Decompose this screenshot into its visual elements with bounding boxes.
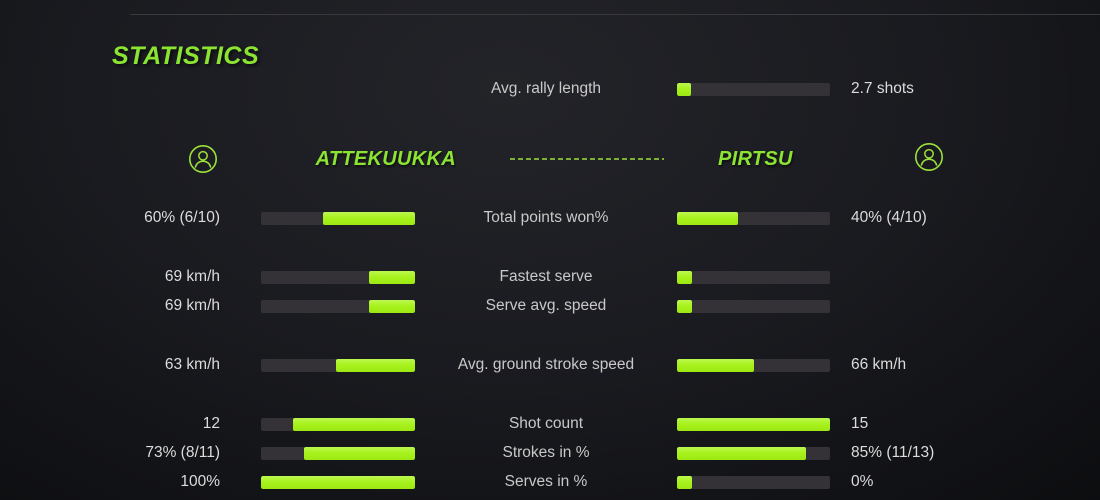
stat-right-bar: [677, 299, 830, 313]
player-left-name: ATTEKUUKKA: [315, 147, 456, 170]
stat-right-value: 66 km/h: [851, 356, 907, 373]
stat-left-value: 100%: [180, 473, 220, 490]
stat-left-value: 63 km/h: [164, 356, 220, 373]
avg-rally-length-value: 2.7 shots: [851, 80, 914, 97]
stat-row-avg-ground-stroke-speed: 63 km/h Avg. ground stroke speed 66 km/h: [0, 350, 1100, 380]
stat-label: Serve avg. speed: [485, 297, 607, 314]
stat-label: Total points won%: [483, 209, 609, 226]
stat-right-bar-fill: [677, 299, 693, 313]
page-title: STATISTICS: [112, 42, 260, 70]
stat-label: Shot count: [508, 415, 584, 432]
player-left-avatar-icon[interactable]: [188, 144, 218, 174]
stat-left-value: 69 km/h: [164, 297, 220, 314]
stat-label: Fastest serve: [499, 268, 593, 285]
stat-row-shot-count: 12 Shot count 15: [0, 409, 1100, 439]
stat-left-bar: [261, 299, 415, 313]
stat-right-bar: [677, 358, 830, 372]
stat-right-value: 85% (11/13): [851, 444, 935, 461]
stat-right-bar: [677, 417, 830, 431]
avg-rally-length-bar-fill: [677, 82, 691, 96]
avg-rally-length-label: Avg. rally length: [491, 80, 601, 97]
stat-row-serve-avg-speed: 69 km/h Serve avg. speed: [0, 291, 1100, 321]
stat-left-bar-fill: [368, 270, 415, 284]
top-divider-line: [130, 14, 1100, 15]
stat-left-bar-fill: [368, 299, 415, 313]
stat-left-bar: [261, 270, 415, 284]
stat-row-serves-in-pct: 100% Serves in % 0%: [0, 467, 1100, 497]
stat-left-value: 60% (6/10): [144, 209, 220, 226]
stat-left-bar: [261, 446, 415, 460]
player-right-name: PIRTSU: [718, 147, 793, 170]
stat-left-value: 69 km/h: [164, 268, 220, 285]
stat-left-bar-fill: [322, 211, 415, 225]
avg-rally-length-bar: [677, 82, 830, 96]
players-row: ATTEKUUKKA PIRTSU: [0, 141, 1100, 177]
stat-right-bar: [677, 446, 830, 460]
stat-label: Strokes in %: [502, 444, 590, 461]
stat-row-total-points-won: 60% (6/10) Total points won% 40% (4/10): [0, 203, 1100, 233]
stat-left-bar-fill: [261, 475, 415, 489]
stat-left-bar-fill: [304, 446, 415, 460]
stat-right-bar-fill: [677, 475, 693, 489]
stat-right-bar-fill: [677, 211, 739, 225]
avg-rally-length-row: Avg. rally length 2.7 shots: [0, 74, 1100, 104]
stat-left-bar-fill: [336, 358, 415, 372]
stat-right-bar: [677, 270, 830, 284]
stat-right-bar-fill: [677, 358, 754, 372]
center-dash-divider: [456, 157, 718, 161]
stat-left-value: 12: [202, 415, 220, 432]
stat-right-bar: [677, 211, 830, 225]
stat-row-fastest-serve: 69 km/h Fastest serve: [0, 262, 1100, 292]
stat-right-bar-fill: [677, 270, 693, 284]
stat-left-bar: [261, 358, 415, 372]
stat-row-strokes-in-pct: 73% (8/11) Strokes in % 85% (11/13): [0, 438, 1100, 468]
stat-right-value: 15: [851, 415, 869, 432]
stat-right-value: 0%: [851, 473, 874, 490]
player-right-avatar-icon[interactable]: [914, 142, 944, 172]
stat-right-bar-fill: [677, 417, 830, 431]
stat-left-bar: [261, 475, 415, 489]
stat-right-value: 40% (4/10): [851, 209, 927, 226]
stat-label: Serves in %: [504, 473, 588, 490]
stat-right-bar-fill: [677, 446, 806, 460]
stat-label: Avg. ground stroke speed: [457, 356, 635, 373]
stat-left-bar: [261, 417, 415, 431]
stat-left-value: 73% (8/11): [145, 444, 220, 461]
stat-left-bar: [261, 211, 415, 225]
stat-left-bar-fill: [293, 417, 415, 431]
stat-right-bar: [677, 475, 830, 489]
